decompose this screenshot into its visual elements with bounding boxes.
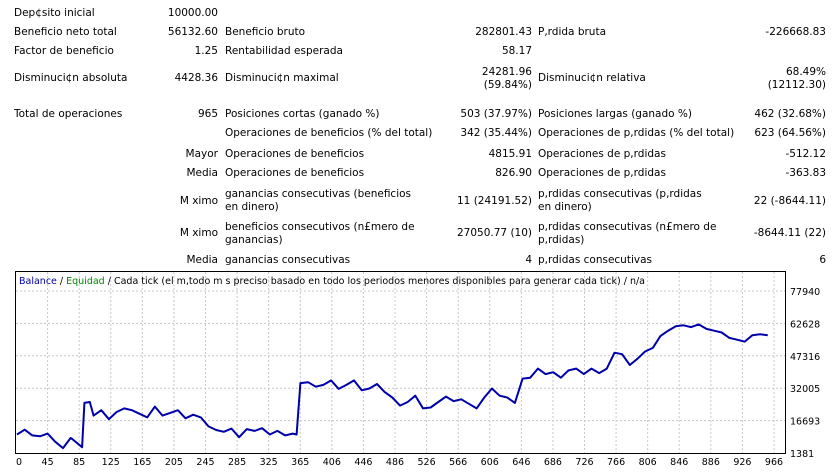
x-tick-label: 165 bbox=[133, 457, 151, 468]
x-tick-label: 45 bbox=[42, 457, 54, 468]
stat-value: 826.90 bbox=[495, 167, 532, 179]
x-tick-label: 245 bbox=[196, 457, 214, 468]
x-tick-label: 285 bbox=[228, 457, 246, 468]
plot-frame bbox=[15, 271, 786, 454]
x-tick-label: 205 bbox=[165, 457, 183, 468]
x-tick-label: 766 bbox=[607, 457, 625, 468]
stat-label: Dep¢sito inicial bbox=[14, 7, 95, 19]
stat-label: Beneficio neto total bbox=[14, 26, 117, 38]
balance-series-line bbox=[16, 323, 768, 450]
x-tick-label: 325 bbox=[260, 457, 278, 468]
stat-label: Rentabilidad esperada bbox=[225, 45, 343, 57]
chart-legend: Balance / Equidad / Cada tick (el m‚todo… bbox=[19, 276, 645, 287]
stat-value: 56132.60 bbox=[167, 26, 218, 38]
stat-value: 282801.43 bbox=[475, 26, 532, 38]
stat-value: 965 bbox=[197, 108, 218, 120]
stat-value: 623 (64.56%) bbox=[754, 127, 826, 139]
stat-label: p,rdidas consecutivas (n£mero de p,rdida… bbox=[538, 221, 717, 246]
stat-label: Factor de beneficio bbox=[14, 45, 114, 57]
stat-value: -512.12 bbox=[785, 148, 826, 160]
stat-value: 10000.00 bbox=[167, 7, 218, 19]
stat-value: (59.84%) bbox=[483, 79, 532, 91]
x-tick-label: 966 bbox=[765, 457, 783, 468]
stat-label: Operaciones de p,rdidas (% del total) bbox=[538, 127, 735, 139]
stat-prefix: M ximo bbox=[179, 195, 218, 207]
stat-prefix: Mayor bbox=[185, 148, 218, 160]
x-tick-label: 365 bbox=[291, 457, 309, 468]
y-tick-label: 77940 bbox=[790, 287, 820, 298]
stat-label: p,rdidas consecutivas (p,rdidas en diner… bbox=[538, 188, 702, 213]
x-tick-label: 886 bbox=[702, 457, 720, 468]
x-tick-label: 0 bbox=[16, 457, 22, 468]
stat-value: 11 (24191.52) bbox=[457, 195, 532, 207]
stat-value: -363.83 bbox=[785, 167, 826, 179]
stat-prefix: M ximo bbox=[179, 227, 218, 239]
stat-value: 1.25 bbox=[194, 45, 218, 57]
stat-label: Operaciones de p,rdidas bbox=[538, 148, 666, 160]
y-tick-label: 47316 bbox=[790, 352, 820, 363]
stat-label: p,rdidas consecutivas bbox=[538, 254, 652, 266]
stat-value: 4 bbox=[525, 254, 532, 266]
legend-separator: / bbox=[56, 276, 67, 287]
stat-value: 22 (-8644.11) bbox=[753, 195, 826, 207]
y-tick-label: 1381 bbox=[790, 449, 814, 460]
x-tick-label: 566 bbox=[449, 457, 467, 468]
stat-label: Total de operaciones bbox=[14, 108, 123, 120]
x-tick-label: 846 bbox=[670, 457, 688, 468]
x-tick-label: 726 bbox=[575, 457, 593, 468]
stat-label: Operaciones de p,rdidas bbox=[538, 167, 666, 179]
stat-label: Disminuci¢n absoluta bbox=[14, 72, 128, 84]
stat-prefix: Media bbox=[186, 167, 218, 179]
stat-label: Disminuci¢n relativa bbox=[538, 72, 646, 84]
stat-value: 503 (37.97%) bbox=[460, 108, 532, 120]
x-tick-label: 406 bbox=[323, 457, 341, 468]
x-tick-label: 646 bbox=[512, 457, 530, 468]
balance-chart: 77940 62628 47316 32005 16693 1381 0 45 85 125 16… bbox=[15, 271, 834, 473]
x-tick-label: 486 bbox=[386, 457, 404, 468]
stat-label: Beneficio bruto bbox=[225, 26, 306, 38]
stat-label: Operaciones de beneficios bbox=[225, 148, 365, 160]
x-tick-label: 526 bbox=[418, 457, 436, 468]
legend-equity: Equidad bbox=[66, 276, 105, 287]
stat-label: Operaciones de beneficios (% del total) bbox=[225, 127, 433, 139]
stat-prefix: Media bbox=[186, 254, 218, 266]
x-tick-label: 446 bbox=[354, 457, 372, 468]
stat-label: Disminuci¢n maximal bbox=[225, 72, 339, 84]
stat-label: Posiciones cortas (ganado %) bbox=[225, 108, 380, 120]
y-tick-label: 62628 bbox=[790, 319, 820, 330]
stat-value: 68.49% bbox=[785, 66, 826, 78]
stat-value: 24281.96 bbox=[481, 66, 532, 78]
x-tick-label: 686 bbox=[544, 457, 562, 468]
stat-label: beneficios consecutivos (n£mero de ganan… bbox=[225, 221, 415, 246]
stat-label: ganancias consecutivas bbox=[225, 254, 351, 266]
stat-value: -8644.11 (22) bbox=[753, 227, 826, 239]
x-tick-label: 606 bbox=[481, 457, 499, 468]
x-tick-label: 806 bbox=[639, 457, 657, 468]
stat-value: 4428.36 bbox=[174, 72, 218, 84]
stat-label: Posiciones largas (ganado %) bbox=[538, 108, 692, 120]
stat-label: Operaciones de beneficios bbox=[225, 167, 365, 179]
y-tick-label: 16693 bbox=[790, 417, 820, 428]
stat-value: 4815.91 bbox=[488, 148, 532, 160]
stat-value: 6 bbox=[819, 254, 826, 266]
x-tick-label: 125 bbox=[102, 457, 120, 468]
stat-value: 462 (32.68%) bbox=[754, 108, 826, 120]
stat-value: (12112.30) bbox=[767, 79, 826, 91]
stat-label: ganancias consecutivas (beneficios en di… bbox=[225, 188, 412, 213]
stat-value: 342 (35.44%) bbox=[460, 127, 532, 139]
stat-value: 27050.77 (10) bbox=[457, 227, 532, 239]
stat-value: -226668.83 bbox=[765, 26, 826, 38]
legend-description: / Cada tick (el m‚todo m s preciso basad… bbox=[104, 276, 646, 287]
x-tick-label: 85 bbox=[73, 457, 85, 468]
chart-canvas: 77940 62628 47316 32005 16693 1381 0 45 85 125 16… bbox=[15, 271, 820, 468]
x-tick-label: 926 bbox=[733, 457, 751, 468]
stat-label: P,rdida bruta bbox=[538, 26, 607, 38]
legend-balance: Balance bbox=[19, 276, 57, 287]
stat-value: 58.17 bbox=[501, 45, 532, 57]
y-tick-label: 32005 bbox=[790, 384, 820, 395]
